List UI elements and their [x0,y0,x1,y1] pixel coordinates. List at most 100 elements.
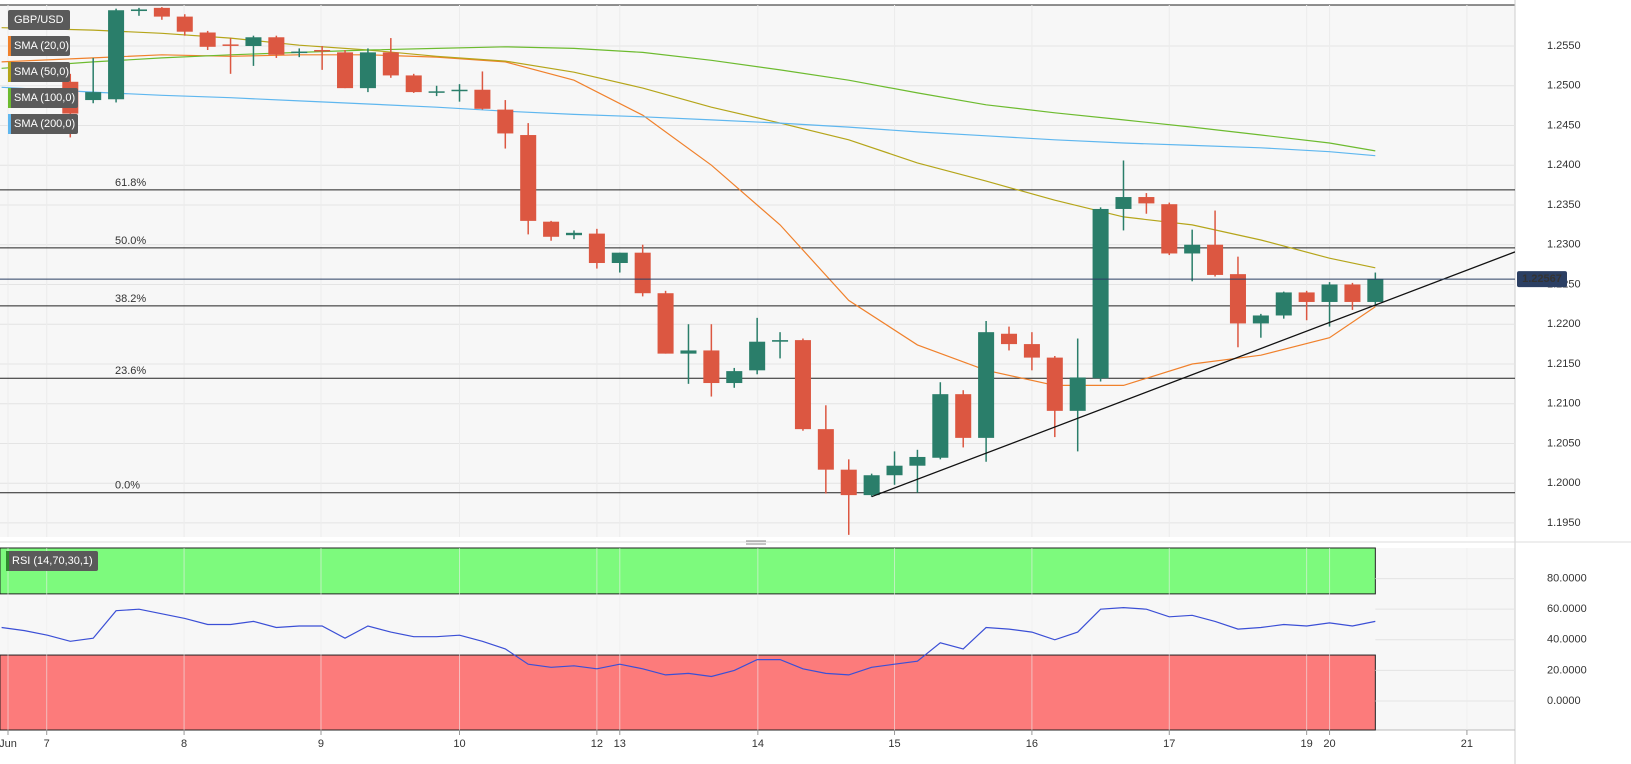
candle-body [909,456,926,466]
x-tick-label: 19 [1301,738,1313,750]
legend-item[interactable]: SMA (200,0) [8,114,78,134]
last-price-box [1517,271,1567,288]
legend-box [8,62,70,82]
candle-body [405,75,422,93]
y-tick-label: 1.2500 [1547,80,1581,92]
y-tick-label: 1.1950 [1547,517,1581,529]
x-tick-label: Jun [0,738,17,750]
legend-item[interactable]: SMA (20,0) [8,36,70,56]
x-tick-label: 17 [1163,738,1175,750]
candle-body [108,10,125,100]
legend-label: SMA (20,0) [14,40,69,52]
legend-label: RSI (14,70,30,1) [12,555,93,567]
y-tick-label: 1.2100 [1547,398,1581,410]
x-tick-label: 9 [318,738,324,750]
candle-body [657,293,674,354]
candle-body [222,44,239,46]
y-tick-label: 20.0000 [1547,664,1587,676]
y-tick-label: 80.0000 [1547,572,1587,584]
candle-body [1023,344,1040,358]
fib-label: 61.8% [115,177,146,189]
candle-body [1115,197,1132,209]
x-tick-label: 20 [1323,738,1335,750]
candle-body [428,91,445,93]
candle-body [359,52,376,89]
candle-body [1069,377,1086,411]
candle-body [978,332,995,438]
legend-item[interactable]: SMA (100,0) [8,88,78,108]
x-tick-label: 8 [181,738,187,750]
fib-label: 50.0% [115,235,146,247]
y-tick-label: 1.2200 [1547,318,1581,330]
candle-body [497,109,514,134]
candle-body [520,135,537,221]
candle-body [1321,284,1338,302]
x-tick-label: 10 [453,738,465,750]
legend-box [6,551,98,571]
y-tick-label: 1.2300 [1547,239,1581,251]
overbought-zone [0,547,1376,595]
legend-label: GBP/USD [14,14,64,26]
candle-body [1184,244,1201,254]
x-tick-label: 13 [614,738,626,750]
candle-body [886,465,903,476]
candle-body [1298,292,1315,302]
candle-body [772,340,789,342]
candle-body [291,51,308,54]
candle-body [1344,284,1361,302]
fib-label: 0.0% [115,480,140,492]
legend-box [8,114,78,134]
y-tick-label: 1.2000 [1547,477,1581,489]
candle-body [268,37,285,55]
legend-label: SMA (50,0) [14,66,69,78]
candle-body [1046,357,1063,411]
candle-body [680,350,697,354]
y-tick-label: 1.2550 [1547,40,1581,52]
legend-item[interactable]: SMA (50,0) [8,62,70,82]
candle-body [863,475,880,496]
candle-body [634,252,651,294]
candle-body [314,49,331,52]
y-tick-label: 40.0000 [1547,634,1587,646]
y-tick-label: 1.2050 [1547,437,1581,449]
candle-body [840,469,857,496]
candle-body [1275,292,1292,316]
legend-item[interactable]: GBP/USD [8,10,70,30]
legend-box [8,10,70,30]
oversold-zone [0,654,1376,731]
candle-body [176,16,193,32]
candle-body [245,37,262,47]
candle-body [703,350,720,384]
candle-body [1000,333,1018,345]
x-tick-label: 15 [888,738,900,750]
trendline [871,251,1515,498]
y-tick-label: 1.2400 [1547,159,1581,171]
y-tick-label: 1.2450 [1547,119,1581,131]
legend-swatch [8,114,11,134]
legend-swatch [8,62,11,82]
legend-swatch [6,551,9,571]
candle-body [932,394,949,458]
x-tick-label: 7 [44,738,50,750]
candle-body [749,341,766,371]
candle-body [1229,274,1246,324]
legend-swatch [8,36,11,56]
legend-box [8,88,78,108]
y-tick-label: 60.0000 [1547,603,1587,615]
y-tick-label: 1.2150 [1547,358,1581,370]
rsi-line [1,606,1376,678]
legend-item[interactable]: RSI (14,70,30,1) [6,551,98,571]
candle-body [199,32,216,47]
x-tick-label: 21 [1461,738,1473,750]
fib-label: 38.2% [115,293,146,305]
candle-body [85,92,102,101]
legend-swatch [8,88,11,108]
candle-body [817,429,834,470]
last-price-label: 1.22567 [1522,273,1562,285]
candle-body [955,394,972,438]
y-tick-label: 0.0000 [1547,695,1581,707]
sma-line [1,86,1376,157]
candle-body [565,232,583,236]
candle-body [130,9,147,12]
